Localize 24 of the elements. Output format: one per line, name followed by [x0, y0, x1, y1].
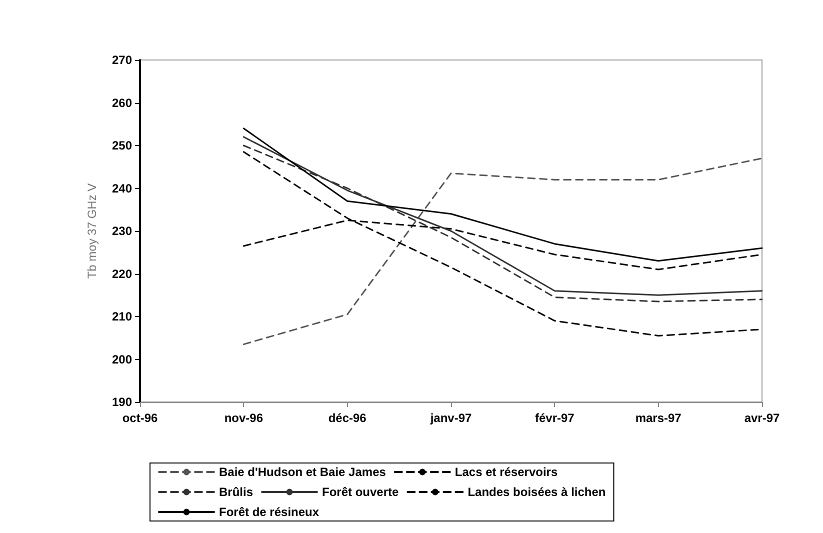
x-tick-label: déc-96 [328, 411, 367, 425]
y-tick-label: 210 [112, 310, 132, 324]
legend-label: Forêt ouverte [322, 485, 400, 499]
legend-label: Forêt de résineux [219, 505, 320, 519]
y-tick-label: 250 [112, 138, 132, 152]
y-axis-title: Tb moy 37 GHz V [85, 183, 99, 279]
y-tick-label: 230 [112, 224, 132, 238]
legend-label: Baie d'Hudson et Baie James [219, 465, 386, 479]
y-tick-label: 220 [112, 266, 132, 281]
y-tick-label: 240 [112, 181, 132, 196]
legend-label: Landes boisées à lichen [468, 485, 606, 499]
y-tick-label: 270 [112, 53, 132, 67]
x-tick-label: nov-96 [224, 411, 264, 425]
y-tick-label: 190 [112, 395, 132, 409]
y-tick-label: 260 [112, 96, 132, 110]
line-series [242, 128, 763, 262]
x-tick-label: févr-97 [534, 411, 575, 425]
legend-label: Brûlis [219, 485, 254, 499]
x-tick-label: janv-97 [429, 411, 472, 425]
x-tick-label: avr-97 [744, 411, 780, 425]
legend-label: Lacs et réservoirs [454, 465, 558, 479]
y-tick-label: 200 [112, 352, 132, 366]
x-tick-label: oct-96 [122, 411, 158, 425]
x-tick-label: mars-97 [635, 411, 682, 425]
